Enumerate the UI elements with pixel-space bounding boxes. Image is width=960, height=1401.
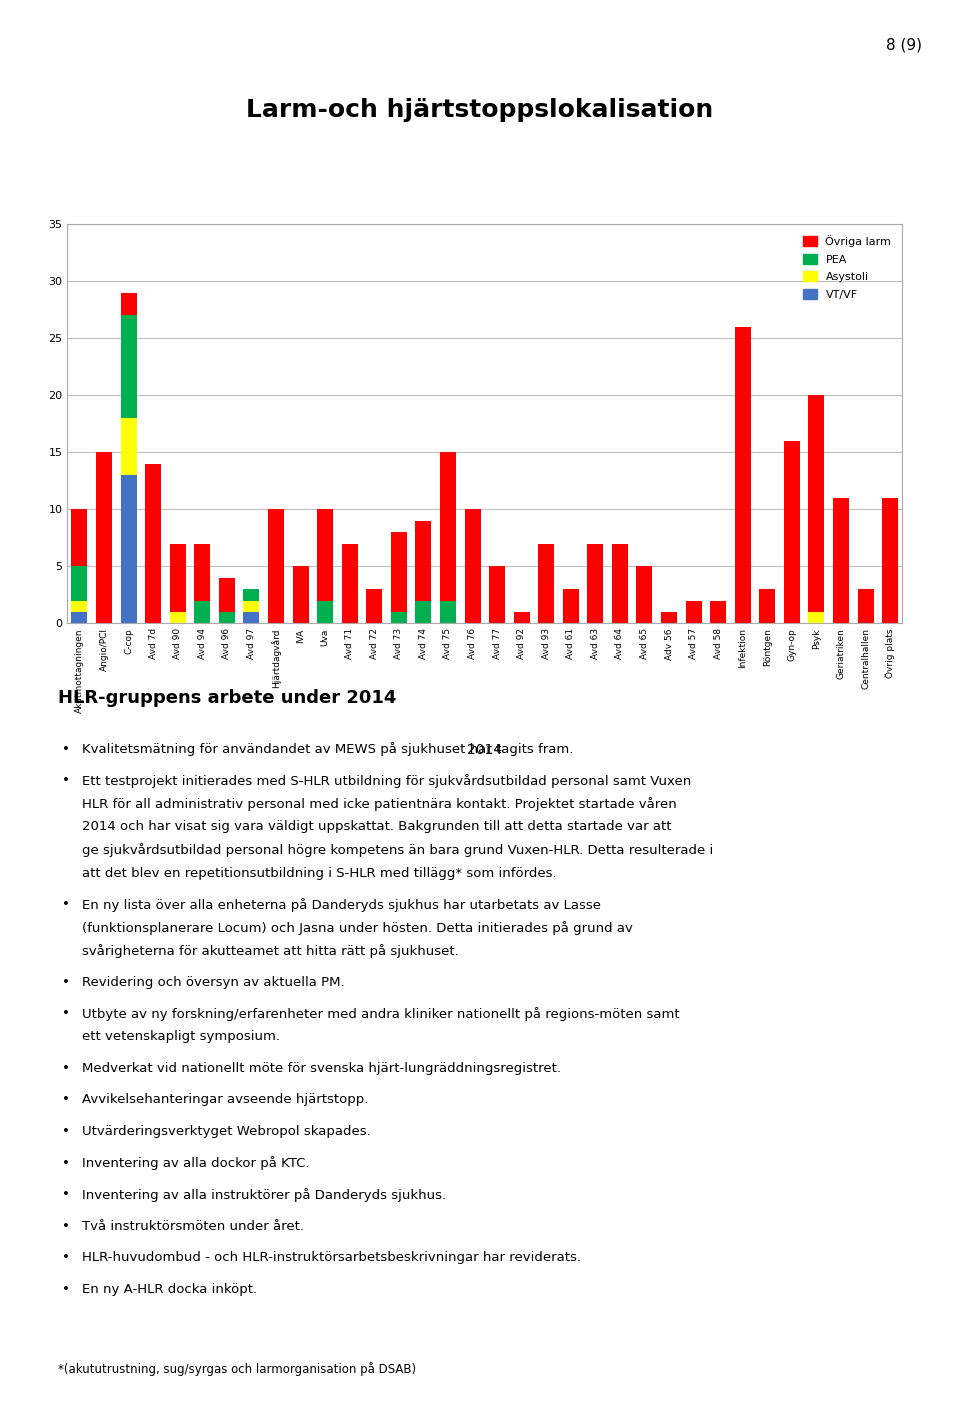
Bar — [661, 612, 677, 623]
Text: Medverkat vid nationellt möte för svenska hjärt-lungräddningsregistret.: Medverkat vid nationellt möte för svensk… — [82, 1062, 561, 1075]
Text: •: • — [62, 1062, 70, 1075]
Text: •: • — [62, 1220, 70, 1233]
Bar — [219, 577, 235, 612]
Bar — [784, 441, 800, 623]
Bar — [588, 544, 603, 623]
Text: •: • — [62, 1157, 70, 1170]
Bar — [416, 601, 431, 623]
Text: •: • — [62, 1007, 70, 1020]
Text: Kvalitetsmätning för användandet av MEWS på sjukhuset har tagits fram.: Kvalitetsmätning för användandet av MEWS… — [82, 743, 573, 757]
Bar — [121, 315, 136, 417]
Text: •: • — [62, 743, 70, 755]
Text: •: • — [62, 898, 70, 911]
Bar — [734, 326, 751, 623]
Text: svårigheterna för akutteamet att hitta rätt på sjukhuset.: svårigheterna för akutteamet att hitta r… — [82, 944, 458, 958]
Bar — [514, 612, 530, 623]
Text: Inventering av alla instruktörer på Danderyds sjukhus.: Inventering av alla instruktörer på Dand… — [82, 1188, 445, 1202]
Bar — [833, 497, 849, 623]
Bar — [96, 453, 112, 623]
Text: •: • — [62, 976, 70, 989]
Bar — [244, 590, 259, 601]
Bar — [808, 395, 825, 612]
Text: En ny lista över alla enheterna på Danderyds sjukhus har utarbetats av Lasse: En ny lista över alla enheterna på Dande… — [82, 898, 601, 912]
Text: •: • — [62, 773, 70, 787]
Text: HLR-huvudombud - och HLR-instruktörsarbetsbeskrivningar har reviderats.: HLR-huvudombud - och HLR-instruktörsarbe… — [82, 1251, 581, 1264]
Text: (funktionsplanerare Locum) och Jasna under hösten. Detta initierades på grund av: (funktionsplanerare Locum) och Jasna und… — [82, 922, 633, 934]
Bar — [293, 566, 308, 623]
Bar — [710, 601, 726, 623]
Bar — [194, 544, 210, 601]
Bar — [440, 453, 456, 601]
Bar — [808, 612, 825, 623]
Bar — [612, 544, 628, 623]
Bar — [391, 612, 407, 623]
Bar — [391, 532, 407, 612]
Bar — [440, 601, 456, 623]
Bar — [636, 566, 653, 623]
Bar — [489, 566, 505, 623]
Text: ge sjukvårdsutbildad personal högre kompetens än bara grund Vuxen-HLR. Detta res: ge sjukvårdsutbildad personal högre komp… — [82, 843, 713, 857]
Text: Utvärderingsverktyget Webropol skapades.: Utvärderingsverktyget Webropol skapades. — [82, 1125, 371, 1138]
Bar — [685, 601, 702, 623]
Bar — [71, 510, 87, 566]
Bar — [317, 510, 333, 601]
Bar — [563, 590, 579, 623]
Text: Två instruktörsmöten under året.: Två instruktörsmöten under året. — [82, 1220, 303, 1233]
Bar — [194, 601, 210, 623]
Bar — [170, 544, 185, 612]
Bar — [145, 464, 161, 623]
Text: •: • — [62, 1188, 70, 1201]
Bar — [759, 590, 776, 623]
Text: Ett testprojekt initierades med S-HLR utbildning för sjukvårdsutbildad personal : Ett testprojekt initierades med S-HLR ut… — [82, 773, 691, 787]
Bar — [71, 566, 87, 601]
Bar — [71, 601, 87, 612]
X-axis label: 2014: 2014 — [468, 744, 502, 758]
Text: Avvikelsehanteringar avseende hjärtstopp.: Avvikelsehanteringar avseende hjärtstopp… — [82, 1094, 368, 1107]
Bar — [121, 417, 136, 475]
Bar — [857, 590, 874, 623]
Bar — [367, 590, 382, 623]
Bar — [219, 612, 235, 623]
Text: HLR för all administrativ personal med icke patientnära kontakt. Projektet start: HLR för all administrativ personal med i… — [82, 797, 677, 811]
Text: Utbyte av ny forskning/erfarenheter med andra kliniker nationellt på regions-möt: Utbyte av ny forskning/erfarenheter med … — [82, 1007, 680, 1021]
Bar — [121, 475, 136, 623]
Text: 8 (9): 8 (9) — [885, 38, 922, 53]
Bar — [170, 612, 185, 623]
Text: En ny A-HLR docka inköpt.: En ny A-HLR docka inköpt. — [82, 1283, 256, 1296]
Bar — [882, 497, 899, 623]
Bar — [71, 612, 87, 623]
Bar — [268, 510, 284, 623]
Legend: Övriga larm, PEA, Asystoli, VT/VF: Övriga larm, PEA, Asystoli, VT/VF — [798, 230, 897, 305]
Text: •: • — [62, 1094, 70, 1107]
Bar — [317, 601, 333, 623]
Text: Inventering av alla dockor på KTC.: Inventering av alla dockor på KTC. — [82, 1157, 309, 1170]
Bar — [121, 293, 136, 315]
Bar — [539, 544, 554, 623]
Text: •: • — [62, 1283, 70, 1296]
Text: HLR-gruppens arbete under 2014: HLR-gruppens arbete under 2014 — [58, 689, 396, 708]
Bar — [244, 612, 259, 623]
Text: *(akututrustning, sug/syrgas och larmorganisation på DSAB): *(akututrustning, sug/syrgas och larmorg… — [58, 1362, 416, 1376]
Bar — [342, 544, 358, 623]
Text: Larm-och hjärtstoppslokalisation: Larm-och hjärtstoppslokalisation — [247, 98, 713, 122]
Bar — [244, 601, 259, 612]
Text: ett vetenskapligt symposium.: ett vetenskapligt symposium. — [82, 1031, 279, 1044]
Text: Revidering och översyn av aktuella PM.: Revidering och översyn av aktuella PM. — [82, 976, 345, 989]
Text: •: • — [62, 1125, 70, 1138]
Bar — [416, 521, 431, 601]
Bar — [465, 510, 481, 623]
Text: •: • — [62, 1251, 70, 1264]
Text: att det blev en repetitionsutbildning i S-HLR med tillägg* som infördes.: att det blev en repetitionsutbildning i … — [82, 866, 556, 880]
Text: 2014 och har visat sig vara väldigt uppskattat. Bakgrunden till att detta starta: 2014 och har visat sig vara väldigt upps… — [82, 821, 671, 834]
